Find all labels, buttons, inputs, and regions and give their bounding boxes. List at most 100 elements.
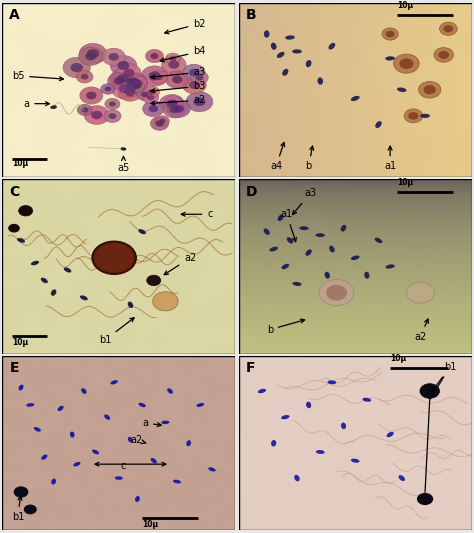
Ellipse shape	[51, 479, 56, 484]
Circle shape	[148, 90, 155, 95]
Circle shape	[94, 243, 134, 272]
Circle shape	[393, 54, 419, 73]
Text: C: C	[9, 184, 19, 199]
Ellipse shape	[316, 233, 325, 237]
Circle shape	[417, 493, 433, 505]
Ellipse shape	[285, 35, 295, 39]
Ellipse shape	[110, 380, 118, 384]
Circle shape	[143, 101, 164, 117]
Circle shape	[127, 78, 138, 87]
Ellipse shape	[34, 427, 41, 432]
Ellipse shape	[329, 246, 335, 253]
Text: a3: a3	[292, 188, 316, 214]
Ellipse shape	[287, 237, 293, 244]
Circle shape	[79, 43, 107, 64]
Circle shape	[386, 31, 394, 37]
Ellipse shape	[420, 114, 430, 118]
Circle shape	[110, 69, 136, 88]
Circle shape	[100, 84, 115, 94]
Circle shape	[92, 241, 137, 274]
Ellipse shape	[264, 30, 270, 38]
Text: a: a	[142, 418, 161, 428]
Circle shape	[110, 55, 137, 76]
Text: 10μ: 10μ	[142, 520, 158, 529]
Ellipse shape	[277, 52, 284, 58]
Ellipse shape	[364, 272, 369, 279]
Circle shape	[91, 111, 102, 119]
Text: a: a	[23, 99, 49, 109]
Text: a1: a1	[384, 146, 396, 172]
Ellipse shape	[80, 295, 88, 300]
Ellipse shape	[271, 43, 276, 50]
Text: 10μ: 10μ	[397, 177, 413, 187]
Ellipse shape	[121, 148, 126, 150]
Ellipse shape	[282, 264, 289, 269]
Circle shape	[162, 55, 186, 74]
Circle shape	[144, 86, 159, 98]
Ellipse shape	[73, 462, 81, 466]
Circle shape	[169, 100, 177, 106]
Circle shape	[400, 58, 413, 69]
Text: c: c	[181, 209, 213, 219]
Circle shape	[125, 88, 135, 96]
Circle shape	[24, 505, 37, 514]
Circle shape	[114, 77, 124, 85]
Ellipse shape	[306, 402, 311, 408]
Circle shape	[196, 75, 203, 80]
Circle shape	[141, 92, 148, 97]
Text: c: c	[121, 462, 126, 471]
Ellipse shape	[328, 381, 337, 384]
Ellipse shape	[385, 264, 395, 269]
Ellipse shape	[351, 458, 359, 463]
Circle shape	[81, 74, 89, 79]
Circle shape	[118, 61, 129, 70]
Circle shape	[125, 88, 131, 93]
Circle shape	[424, 85, 436, 94]
Circle shape	[119, 72, 146, 92]
Ellipse shape	[306, 60, 311, 67]
Circle shape	[182, 76, 206, 94]
Circle shape	[126, 84, 137, 92]
Circle shape	[120, 72, 146, 92]
Circle shape	[117, 74, 128, 83]
Circle shape	[119, 84, 131, 93]
Ellipse shape	[17, 238, 25, 243]
Ellipse shape	[374, 238, 383, 243]
Ellipse shape	[292, 282, 301, 286]
Circle shape	[123, 74, 147, 91]
Ellipse shape	[264, 229, 270, 235]
Circle shape	[147, 275, 161, 286]
Ellipse shape	[399, 475, 405, 481]
Ellipse shape	[385, 56, 395, 60]
Text: b1: b1	[12, 496, 24, 522]
Ellipse shape	[115, 477, 123, 480]
Circle shape	[142, 92, 159, 104]
Circle shape	[189, 81, 200, 89]
Ellipse shape	[299, 226, 309, 230]
Circle shape	[105, 98, 120, 110]
Circle shape	[438, 51, 449, 59]
Text: b4: b4	[160, 46, 206, 62]
Text: a3: a3	[151, 67, 205, 79]
Text: a2: a2	[164, 253, 196, 274]
Text: 10μ: 10μ	[12, 338, 28, 347]
Ellipse shape	[138, 229, 146, 234]
Circle shape	[434, 47, 454, 62]
Circle shape	[164, 96, 182, 110]
Circle shape	[159, 94, 184, 113]
Circle shape	[126, 76, 148, 93]
Circle shape	[319, 280, 354, 306]
Ellipse shape	[305, 249, 312, 256]
Text: 10μ: 10μ	[397, 1, 413, 10]
Circle shape	[444, 25, 453, 33]
Circle shape	[77, 104, 92, 116]
Circle shape	[129, 76, 147, 90]
Circle shape	[109, 101, 116, 107]
Ellipse shape	[196, 403, 204, 407]
Circle shape	[87, 49, 99, 58]
Ellipse shape	[51, 289, 56, 296]
Circle shape	[120, 79, 143, 96]
Circle shape	[155, 116, 169, 126]
Ellipse shape	[292, 50, 302, 53]
Text: a2: a2	[414, 319, 428, 342]
